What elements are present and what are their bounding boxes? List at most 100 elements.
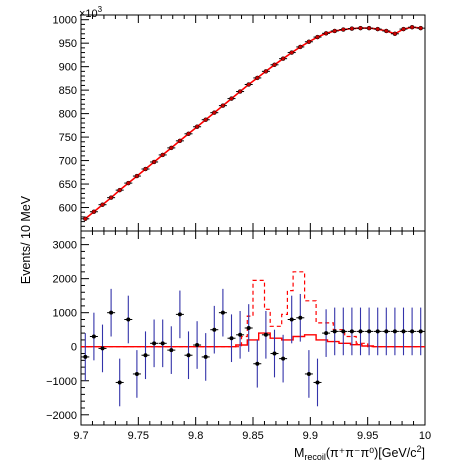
top-data-point xyxy=(169,145,174,151)
bottom-x-tick-label-2: 9.8 xyxy=(188,430,203,442)
top-fit-line xyxy=(84,26,421,220)
bottom-panel-frame xyxy=(80,230,426,426)
top-series xyxy=(81,24,425,222)
top-data-point xyxy=(255,75,260,81)
bottom-x-tick-label-4: 9.9 xyxy=(303,430,318,442)
bottom-data-point xyxy=(117,380,122,385)
bottom-data-point xyxy=(203,354,208,359)
top-data-point xyxy=(83,216,88,222)
bottom-data-point xyxy=(126,317,131,322)
top-y-axis: 600 650 700 750 800 850 900 950 1000 xyxy=(53,15,89,227)
top-y-tick-label-2: 700 xyxy=(59,156,77,168)
top-data-point xyxy=(418,25,423,31)
top-data-point xyxy=(263,69,269,74)
top-data-point xyxy=(298,44,303,50)
bottom-data-point xyxy=(186,353,191,358)
y-axis-title: Events/ 10 MeV xyxy=(19,195,33,284)
bottom-y-tick-label-0: −2000 xyxy=(46,410,77,422)
bottom-dashed-curve xyxy=(81,271,425,348)
bottom-data-point xyxy=(298,315,303,320)
top-data-point xyxy=(108,195,114,200)
bottom-data-point xyxy=(392,329,397,334)
bottom-y-axis: −2000 −1000 0 1000 2000 3000 xyxy=(46,237,89,422)
bottom-data-point xyxy=(212,327,217,332)
bottom-y-tick-label-5: 3000 xyxy=(53,240,77,252)
top-data-point xyxy=(91,209,97,214)
bottom-x-tick-label-5: 9.95 xyxy=(357,430,378,442)
top-y-tick-label-0: 600 xyxy=(59,203,77,215)
bottom-data-point xyxy=(152,341,157,346)
bottom-solid-curve xyxy=(81,332,425,348)
top-y-tick-label-1: 650 xyxy=(59,179,77,191)
bottom-data-point xyxy=(324,331,329,336)
bottom-y-tick-label-1: −1000 xyxy=(46,376,77,388)
bottom-data-point xyxy=(177,312,182,317)
top-data-point xyxy=(409,24,415,30)
bottom-data-point xyxy=(255,361,260,366)
bottom-data-point xyxy=(272,351,277,356)
bottom-data-point xyxy=(306,371,311,376)
bottom-y-tick-label-3: 1000 xyxy=(53,308,77,320)
bottom-data-point xyxy=(195,343,200,348)
top-data-point xyxy=(315,34,320,40)
bottom-data-point xyxy=(263,332,268,337)
bottom-series xyxy=(81,271,425,407)
bottom-data-point xyxy=(332,329,337,334)
top-data-point xyxy=(384,28,389,34)
bottom-data-point xyxy=(418,329,423,334)
bottom-data-point xyxy=(410,329,415,334)
top-data-point xyxy=(143,166,148,172)
top-data-point xyxy=(203,117,208,122)
bottom-data-point xyxy=(134,371,139,376)
bottom-data-point xyxy=(246,326,251,330)
top-data-point xyxy=(186,131,191,137)
top-data-point xyxy=(401,26,406,32)
top-data-point xyxy=(151,159,157,165)
top-data-point xyxy=(237,89,243,94)
top-data-point xyxy=(272,62,277,68)
bottom-data-point xyxy=(341,329,346,334)
bottom-data-point xyxy=(160,341,165,346)
top-data-point xyxy=(289,50,294,55)
top-y-tick-label-5: 850 xyxy=(59,85,77,97)
bottom-data-point xyxy=(358,329,363,334)
top-y-tick-label-4: 800 xyxy=(59,109,77,121)
top-data-point xyxy=(358,25,363,31)
top-data-point xyxy=(194,124,200,130)
bottom-data-point xyxy=(238,332,243,337)
x-axis-title: Mrecoil(π⁺π⁻π⁰)[GeV/c2] xyxy=(294,444,425,462)
top-panel-frame xyxy=(80,14,426,232)
top-data-point xyxy=(349,26,355,31)
top-data-point xyxy=(341,27,346,32)
bottom-data-point xyxy=(143,353,148,358)
bottom-data-point xyxy=(289,317,294,322)
top-data-point xyxy=(126,180,131,186)
bottom-x-tick-label-0: 9.7 xyxy=(73,430,88,442)
bottom-y-tick-label-2: 0 xyxy=(71,342,77,354)
bottom-data-point xyxy=(367,329,372,334)
top-data-point xyxy=(306,39,312,45)
bottom-x-tick-label-1: 9.75 xyxy=(128,430,149,442)
top-x-axis xyxy=(80,15,426,231)
top-data-point xyxy=(177,138,183,144)
top-data-point xyxy=(323,31,329,36)
bottom-data-point xyxy=(315,380,320,385)
bottom-x-tick-label-6: 10 xyxy=(419,430,431,442)
y-multiplier-label: ×103 xyxy=(79,5,103,20)
top-data-point xyxy=(332,28,337,34)
top-data-point xyxy=(229,96,234,101)
top-y-tick-label-6: 900 xyxy=(59,62,77,74)
bottom-data-point xyxy=(91,334,96,339)
top-data-point xyxy=(220,103,226,108)
top-y-tick-label-8: 1000 xyxy=(53,15,77,27)
bottom-data-point xyxy=(83,354,88,359)
top-data-point xyxy=(134,173,140,179)
top-data-point xyxy=(246,82,251,87)
top-y-tick-label-7: 950 xyxy=(59,38,77,50)
top-y-tick-label-3: 750 xyxy=(59,132,77,144)
top-data-point xyxy=(100,202,105,207)
bottom-data-point xyxy=(401,329,406,334)
top-data-point xyxy=(375,26,380,32)
bottom-data-point xyxy=(169,348,174,353)
